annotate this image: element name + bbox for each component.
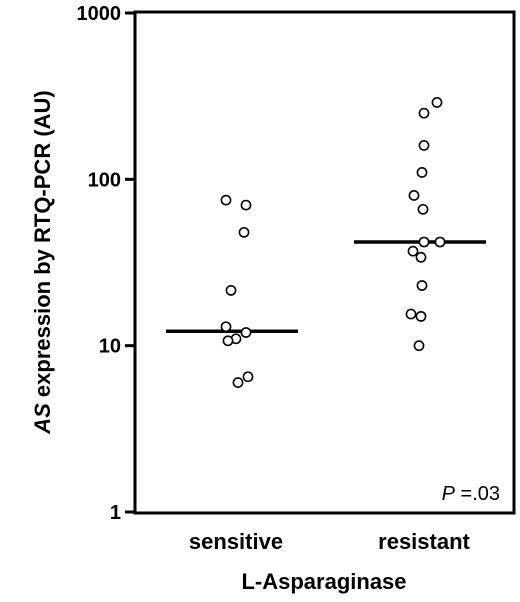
category-label-sensitive: sensitive (189, 529, 283, 554)
data-point-resistant-12 (415, 310, 427, 322)
data-point-sensitive-1 (240, 199, 252, 211)
data-point-resistant-2 (418, 139, 430, 151)
x-axis: sensitive resistant (189, 529, 471, 554)
data-point-resistant-3 (416, 167, 428, 178)
p-value-annotation: P =.03 (442, 483, 500, 505)
data-point-resistant-13 (413, 340, 425, 352)
data-point-resistant-6 (418, 236, 430, 248)
category-label-resistant: resistant (378, 529, 470, 554)
median-lines (166, 240, 486, 334)
plot-frame (133, 10, 516, 515)
y-tick-label-3: 1000 (77, 3, 122, 25)
y-tick-label-0: 1 (110, 502, 121, 524)
y-tick-label-2: 100 (88, 169, 121, 191)
data-point-resistant-9 (415, 251, 427, 263)
data-point-resistant-1 (418, 107, 430, 119)
data-point-sensitive-8 (242, 371, 254, 383)
data-point-sensitive-7 (222, 335, 234, 347)
data-point-sensitive-5 (240, 327, 252, 338)
data-point-resistant-10 (416, 280, 428, 291)
y-axis-title: AS expression by RTQ-PCR (AU) (30, 90, 55, 435)
data-point-resistant-4 (408, 190, 420, 201)
data-point-resistant-0 (431, 97, 443, 108)
data-point-sensitive-2 (238, 226, 250, 238)
data-point-sensitive-4 (220, 321, 232, 333)
data-point-resistant-8 (407, 245, 419, 257)
data-point-resistant-11 (405, 308, 417, 320)
y-tick-label-1: 10 (99, 336, 121, 358)
data-point-resistant-7 (434, 236, 446, 248)
data-point-sensitive-3 (225, 284, 237, 296)
data-point-resistant-5 (417, 203, 429, 215)
x-axis-title: L-Asparaginase (241, 569, 406, 594)
y-axis: 1 10 100 1000 (77, 3, 135, 524)
data-points (220, 97, 446, 388)
data-point-sensitive-9 (232, 377, 244, 388)
data-point-sensitive-0 (220, 194, 232, 206)
